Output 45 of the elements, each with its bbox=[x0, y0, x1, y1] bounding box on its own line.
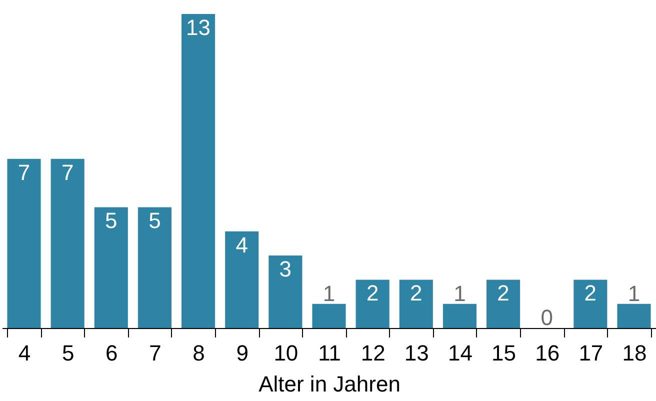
x-tick-label: 5 bbox=[62, 340, 74, 366]
data-label: 2 bbox=[497, 280, 510, 306]
x-tick-label: 7 bbox=[149, 340, 162, 366]
data-label: 5 bbox=[105, 208, 118, 234]
data-label: 1 bbox=[322, 280, 336, 306]
x-tick-label: 13 bbox=[404, 340, 429, 366]
bar bbox=[94, 207, 128, 328]
data-label: 3 bbox=[279, 256, 292, 282]
bar bbox=[312, 304, 346, 328]
x-tick-label: 12 bbox=[360, 340, 386, 366]
bar bbox=[182, 14, 216, 328]
x-tick-label: 16 bbox=[535, 340, 560, 366]
data-label: 2 bbox=[366, 280, 379, 306]
bar bbox=[50, 158, 84, 328]
x-tick-label: 6 bbox=[106, 340, 118, 366]
x-tick-label: 9 bbox=[236, 340, 248, 366]
bar bbox=[617, 304, 651, 328]
bar bbox=[486, 280, 520, 328]
x-tick-label: 15 bbox=[492, 340, 516, 366]
x-tick-label: 8 bbox=[192, 340, 205, 366]
data-label: 7 bbox=[18, 160, 30, 185]
data-label: 5 bbox=[148, 208, 161, 234]
x-tick-label: 4 bbox=[18, 340, 31, 366]
bar bbox=[399, 280, 433, 328]
x-tick-label: 14 bbox=[448, 340, 472, 366]
bar bbox=[7, 158, 41, 328]
data-label: 0 bbox=[540, 305, 553, 330]
bar bbox=[574, 280, 608, 328]
data-label: 13 bbox=[186, 15, 211, 40]
bar bbox=[138, 207, 172, 328]
data-label: 7 bbox=[61, 160, 74, 185]
data-label: 4 bbox=[236, 232, 248, 258]
bar bbox=[356, 280, 390, 328]
x-tick-label: 10 bbox=[274, 340, 298, 366]
bar bbox=[268, 256, 302, 328]
x-axis-title: Alter in Jahren bbox=[258, 372, 400, 396]
data-label: 2 bbox=[410, 280, 422, 306]
bar bbox=[442, 304, 476, 328]
data-label: 1 bbox=[454, 280, 466, 306]
data-label: 1 bbox=[628, 280, 640, 306]
x-tick-label: 11 bbox=[318, 340, 341, 366]
x-tick-label: 17 bbox=[578, 340, 604, 366]
data-label: 2 bbox=[584, 280, 597, 306]
bar bbox=[225, 231, 259, 328]
x-tick-label: 18 bbox=[622, 340, 647, 366]
